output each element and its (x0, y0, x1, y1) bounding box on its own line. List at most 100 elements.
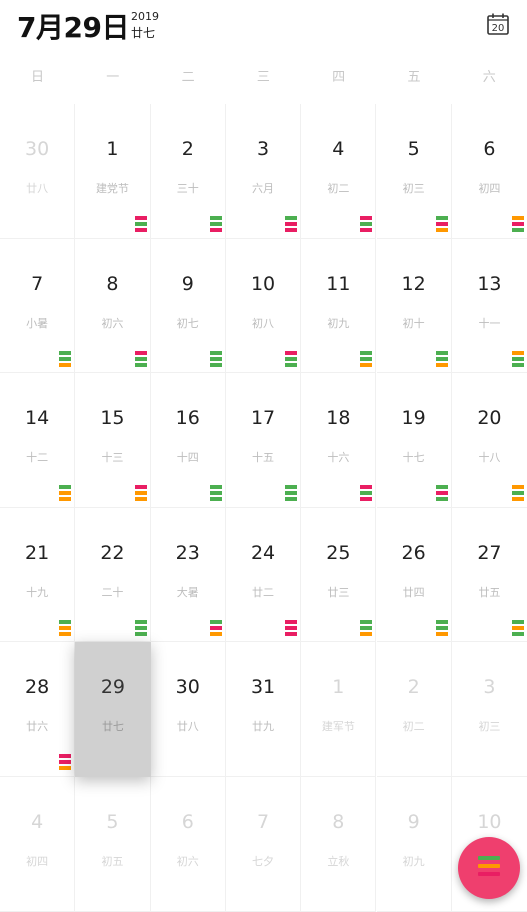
calendar-day[interactable]: 3 初三 (451, 642, 527, 777)
event-indicator-icon (360, 350, 373, 369)
calendar-day[interactable]: 5 初三 (376, 104, 452, 239)
lunar-day-label: 初七 (176, 316, 199, 330)
calendar-day[interactable]: 3 六月 (225, 104, 302, 239)
event-indicator-icon (59, 350, 72, 369)
calendar-day[interactable]: 21 十九 (0, 507, 76, 643)
today-calendar-icon[interactable]: 20 (486, 12, 510, 36)
event-indicator-icon (209, 619, 222, 638)
calendar-day[interactable]: 31 廿九 (225, 642, 302, 777)
calendar-day[interactable]: 27 廿五 (451, 508, 527, 643)
calendar-day[interactable]: 24 廿二 (225, 507, 302, 643)
calendar-day[interactable]: 8 初六 (75, 238, 151, 374)
event-indicator-icon (435, 350, 448, 369)
calendar-day[interactable]: 9 初九 (376, 777, 452, 912)
calendar-day[interactable]: 9 初七 (150, 238, 226, 374)
event-indicator-icon (134, 350, 147, 369)
day-number: 31 (250, 676, 276, 699)
day-number: 1 (106, 138, 119, 160)
event-indicator-icon (435, 619, 448, 638)
lunar-day-label: 立秋 (327, 855, 350, 868)
calendar-day[interactable]: 30 廿八 (0, 104, 76, 239)
lunar-day-label: 初四 (478, 182, 501, 195)
calendar-day[interactable]: 6 初六 (150, 777, 226, 912)
calendar-day[interactable]: 19 十七 (376, 373, 452, 508)
day-number: 19 (401, 407, 426, 430)
calendar-day[interactable]: 1 建党节 (75, 104, 151, 239)
day-number: 15 (100, 407, 125, 430)
day-number: 22 (100, 541, 125, 564)
event-indicator-icon (59, 485, 72, 503)
calendar-day[interactable]: 30 廿八 (150, 642, 226, 777)
calendar-day[interactable]: 11 初九 (301, 238, 377, 374)
lunar-day-label: 初九 (327, 316, 350, 330)
calendar-day[interactable]: 5 初五 (75, 777, 151, 912)
day-number: 25 (326, 541, 351, 564)
calendar-day[interactable]: 15 十三 (75, 373, 151, 508)
lunar-date-label: 廿七 (131, 26, 156, 40)
lunar-day-label: 廿六 (26, 720, 49, 734)
lunar-day-label: 初十 (402, 316, 425, 330)
weekday-label: 四 (332, 70, 346, 85)
weekday-header-row: 日一二三四五六 (0, 66, 527, 94)
calendar-day[interactable]: 14 十二 (0, 373, 76, 508)
lunar-day-label: 初二 (327, 182, 350, 195)
calendar-day-selected[interactable]: 29 廿七 (75, 642, 151, 777)
event-indicator-icon (435, 216, 448, 234)
day-number: 6 (483, 138, 496, 160)
day-number: 4 (31, 811, 44, 833)
lunar-day-label: 初八 (252, 316, 275, 330)
lunar-day-label: 初四 (26, 855, 49, 868)
weekday-label: 三 (256, 70, 270, 85)
calendar-day[interactable]: 7 小暑 (0, 238, 76, 374)
day-number: 9 (181, 272, 194, 295)
event-indicator-icon (512, 619, 525, 638)
calendar-day[interactable]: 23 大暑 (150, 507, 226, 643)
day-number: 10 (250, 272, 276, 295)
lunar-day-label: 小暑 (26, 316, 49, 330)
calendar-grid: 30 廿八 1 建党节 2 三十 3 六月 4 初二 5 初三 6 初四 7 小暑 8 初六 9 初七 10 初八 11 初九… (0, 104, 527, 912)
day-number: 21 (25, 541, 50, 564)
calendar-day[interactable]: 22 二十 (75, 507, 151, 643)
day-number: 30 (175, 676, 200, 699)
day-number: 4 (332, 138, 345, 160)
lunar-day-label: 廿八 (26, 182, 49, 195)
calendar-day[interactable]: 12 初十 (376, 238, 452, 374)
day-number: 3 (483, 676, 496, 699)
calendar-day[interactable]: 1 建军节 (301, 642, 377, 777)
weekday-label: 五 (407, 70, 421, 85)
calendar-day[interactable]: 25 廿三 (301, 507, 377, 643)
lunar-day-label: 十二 (26, 451, 49, 465)
event-indicator-icon (209, 350, 222, 369)
calendar-day[interactable]: 26 廿四 (376, 507, 452, 643)
day-number: 27 (477, 541, 502, 564)
calendar-day[interactable]: 20 十八 (451, 373, 527, 508)
calendar-day[interactable]: 10 初八 (225, 238, 302, 374)
calendar-day[interactable]: 4 初二 (301, 104, 377, 239)
calendar-day[interactable]: 4 初四 (0, 777, 76, 912)
lunar-day-label: 六月 (252, 182, 275, 195)
event-indicator-icon (134, 216, 147, 234)
calendar-day[interactable]: 8 立秋 (301, 777, 377, 912)
day-number: 2 (181, 138, 194, 160)
lunar-day-label: 大暑 (176, 585, 199, 599)
event-indicator-icon (134, 485, 147, 503)
lunar-day-label: 廿四 (402, 585, 425, 599)
calendar-day[interactable]: 13 十一 (451, 239, 527, 374)
fab-list-button[interactable] (458, 837, 520, 899)
calendar-day[interactable]: 28 廿六 (0, 642, 76, 777)
calendar-day[interactable]: 17 十五 (225, 373, 302, 508)
calendar-day[interactable]: 16 十四 (150, 373, 226, 508)
event-indicator-icon (209, 485, 222, 503)
calendar-day[interactable]: 7 七夕 (225, 777, 302, 912)
calendar-day[interactable]: 18 十六 (301, 373, 377, 508)
event-indicator-icon (59, 754, 72, 772)
calendar-day[interactable]: 2 三十 (150, 104, 226, 239)
event-indicator-icon (134, 619, 147, 638)
calendar-day[interactable]: 6 初四 (451, 104, 527, 239)
calendar-day[interactable]: 2 初二 (376, 642, 452, 777)
day-number: 20 (477, 407, 502, 430)
event-indicator-icon (209, 216, 222, 234)
day-number: 7 (256, 811, 270, 833)
event-indicator-icon (59, 619, 72, 638)
list-icon (478, 856, 500, 880)
